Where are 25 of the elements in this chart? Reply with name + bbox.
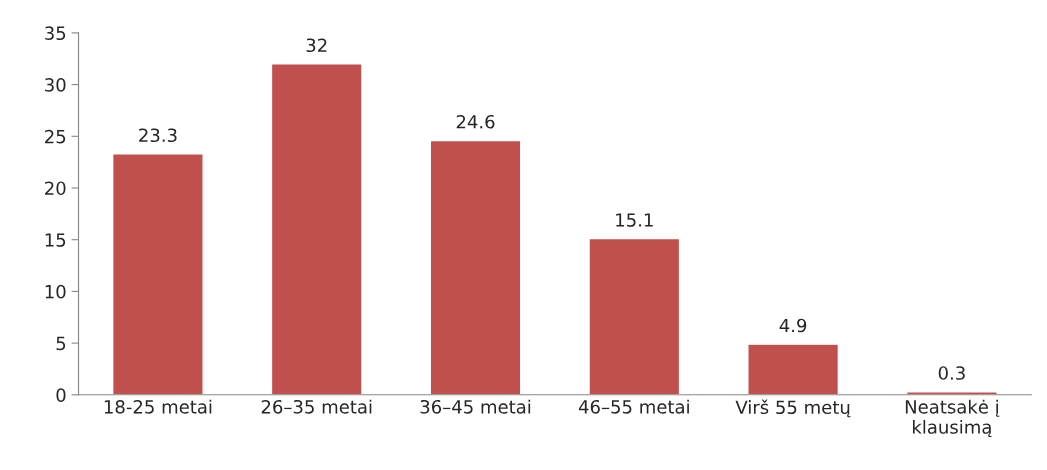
bar [429, 139, 522, 395]
bar [588, 237, 681, 395]
data-label: 0.3 [938, 366, 965, 380]
y-tick-label: 0 [56, 388, 66, 402]
bar [111, 153, 204, 395]
data-label: 15.1 [616, 213, 653, 227]
y-tick-label: 30 [45, 78, 66, 92]
x-tick-label: 46–55 metai [578, 399, 689, 414]
x-tick-label: Neatsakė į klausimą [905, 399, 1000, 438]
y-tick-label: 25 [45, 129, 66, 144]
x-tick-label: Virš 55 metų [735, 399, 851, 418]
y-tick-label: 5 [56, 336, 66, 351]
x-tick-label: 18-25 metai [104, 399, 212, 414]
y-tick-label: 15 [45, 233, 66, 247]
data-label: 4.9 [779, 318, 807, 333]
y-tick-label: 10 [45, 284, 66, 299]
data-label: 32 [306, 38, 327, 53]
x-tick-label: 36–45 metai [420, 399, 531, 414]
x-tick-label: 26–35 metai [261, 399, 372, 414]
y-tick-label: 20 [45, 181, 66, 196]
data-label: 23.3 [139, 128, 177, 143]
data-label: 24.6 [456, 114, 495, 129]
bar [747, 343, 840, 395]
y-tick-label: 35 [45, 26, 66, 41]
bar [270, 63, 363, 395]
